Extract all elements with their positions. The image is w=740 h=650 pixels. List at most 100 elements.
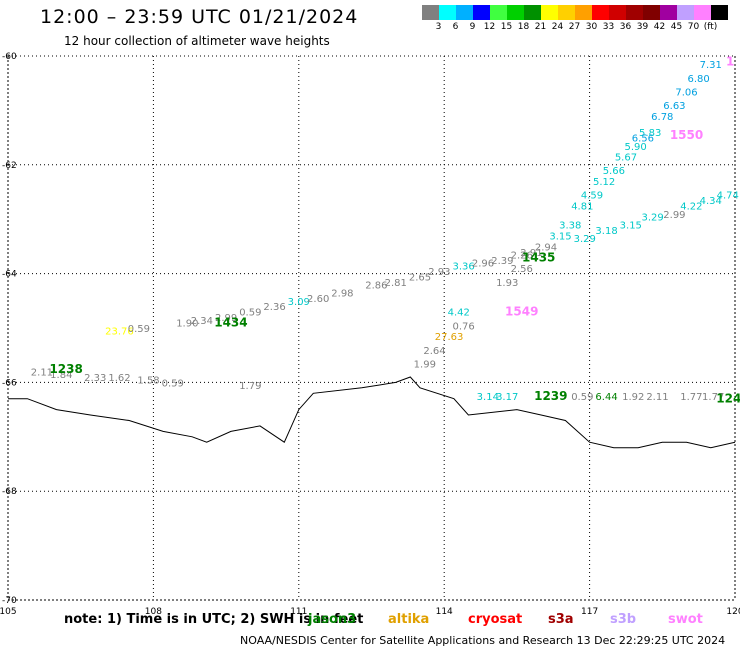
- track-label: 2.11: [646, 392, 668, 403]
- track-label: 2.34: [191, 316, 213, 327]
- track-label: 6.56: [632, 134, 654, 145]
- sensor-label-altika: altika: [388, 612, 430, 627]
- lat-label: -70: [2, 596, 17, 606]
- track-label: 0.59: [571, 392, 593, 403]
- page-title: 12:00 – 23:59 UTC 01/21/2024: [40, 6, 359, 28]
- track-label: 2.39: [491, 256, 513, 267]
- map-grid: [7, 55, 736, 601]
- track-label: 6.44: [595, 392, 617, 403]
- track-label: 1.90: [176, 319, 198, 330]
- track-label: 2.65: [409, 272, 431, 283]
- legend-swatch: [660, 5, 677, 20]
- footer-credit: NOAA/NESDIS Center for Satellite Applica…: [240, 634, 726, 647]
- track-label: 5.12: [593, 177, 615, 188]
- track-label: 4.74: [717, 191, 739, 202]
- track-label: 23.76: [105, 327, 134, 338]
- track-label: 1239: [534, 389, 567, 403]
- legend-label: 42: [653, 22, 666, 32]
- legend-swatch: [677, 5, 694, 20]
- legend-swatch: [711, 5, 728, 20]
- track-label: 2.11: [31, 368, 53, 379]
- track-label: 2.64: [423, 346, 445, 357]
- legend-swatch: [609, 5, 626, 20]
- page-subtitle: 12 hour collection of altimeter wave hei…: [64, 34, 330, 48]
- legend-swatch: [541, 5, 558, 20]
- legend-label: 30: [585, 22, 598, 32]
- legend-label: 6: [452, 22, 459, 32]
- lon-label: 105: [0, 607, 17, 617]
- track-label: 2.56: [511, 264, 533, 275]
- track-label: 1.84: [50, 370, 72, 381]
- track-label: 4.22: [680, 202, 702, 213]
- legend-label: 45: [670, 22, 683, 32]
- track-label: 1240: [716, 392, 740, 406]
- legend-swatch: [626, 5, 643, 20]
- track-label: 2.60: [307, 294, 329, 305]
- legend-label: (ft): [703, 22, 718, 32]
- sensor-label-swot: swot: [668, 612, 703, 627]
- legend-swatch: [490, 5, 507, 20]
- legend-label: 39: [636, 22, 649, 32]
- track-label: 4.81: [571, 202, 593, 213]
- legend-label: 12: [483, 22, 496, 32]
- track-label: 5.83: [639, 128, 661, 139]
- lon-label: 117: [581, 607, 598, 617]
- track-label: 3.29: [574, 234, 596, 245]
- track-label: 1.92: [622, 392, 644, 403]
- lat-label: -60: [2, 52, 17, 62]
- track-label: 0.59: [128, 324, 150, 335]
- lat-label: -62: [2, 161, 17, 171]
- track-label: 2.93: [428, 267, 450, 278]
- legend-swatch: [439, 5, 456, 20]
- track-label: 0.76: [452, 321, 474, 332]
- track-label: 2.98: [331, 289, 353, 300]
- track-label: 3.14: [477, 392, 499, 403]
- track-label: 5.90: [625, 142, 647, 153]
- track-label: 3.36: [452, 261, 474, 272]
- color-legend: 3 6 9 12 15 18 21 24 27 30 33 36 39 42 45 70 (ft): [422, 5, 728, 34]
- track-label: 2.86: [365, 280, 387, 291]
- track-label: 1: [726, 54, 734, 68]
- legend-label: 3: [435, 22, 442, 32]
- lon-label: 114: [436, 607, 453, 617]
- lat-label: -66: [2, 378, 17, 388]
- legend-label: 70: [687, 22, 700, 32]
- track-label: 1550: [670, 128, 703, 142]
- lon-label: 120: [726, 607, 740, 617]
- track-label: 7.31: [700, 60, 722, 71]
- footer-note: note: 1) Time is in UTC; 2) SWH is in fe…: [64, 612, 364, 627]
- lat-label: -64: [2, 270, 17, 280]
- sensor-label-s3b: s3b: [610, 612, 637, 627]
- track-label: 1.58: [137, 376, 159, 387]
- track-label: 2.33: [84, 373, 106, 384]
- legend-swatch: [575, 5, 592, 20]
- lon-label: 111: [290, 607, 307, 617]
- legend-label: 33: [602, 22, 615, 32]
- legend-label: 24: [551, 22, 564, 32]
- track-label: 2.99: [215, 313, 237, 324]
- track-label: 3.09: [288, 297, 310, 308]
- track-labels: 2.111.84 2.33 1.62 1.58 0.59 1.79123823.760.5…: [31, 54, 740, 405]
- track-label: 6.80: [688, 74, 710, 85]
- sensor-label-s3a: s3a: [548, 612, 574, 627]
- track-label: 3.38: [559, 221, 581, 232]
- track-label: 27.63: [435, 332, 464, 343]
- track-label: 2.96: [472, 259, 494, 270]
- track-label: 4.42: [448, 308, 470, 319]
- track-label: 2.81: [385, 278, 407, 289]
- legend-swatch: [643, 5, 660, 20]
- legend-swatch: [473, 5, 490, 20]
- track-label: 4.34: [700, 196, 722, 207]
- track-label: 4.59: [581, 191, 603, 202]
- track-label: 1.62: [108, 373, 130, 384]
- legend-swatch: [507, 5, 524, 20]
- track-label: 2.91: [520, 248, 542, 259]
- legend-label: 21: [534, 22, 547, 32]
- legend-swatch: [592, 5, 609, 20]
- track-label: 2.94: [535, 242, 557, 253]
- track-label: 1435: [522, 250, 555, 264]
- legend-label: 15: [500, 22, 513, 32]
- sensor-label-cryosat: cryosat: [468, 612, 523, 627]
- lat-label: -68: [2, 487, 17, 497]
